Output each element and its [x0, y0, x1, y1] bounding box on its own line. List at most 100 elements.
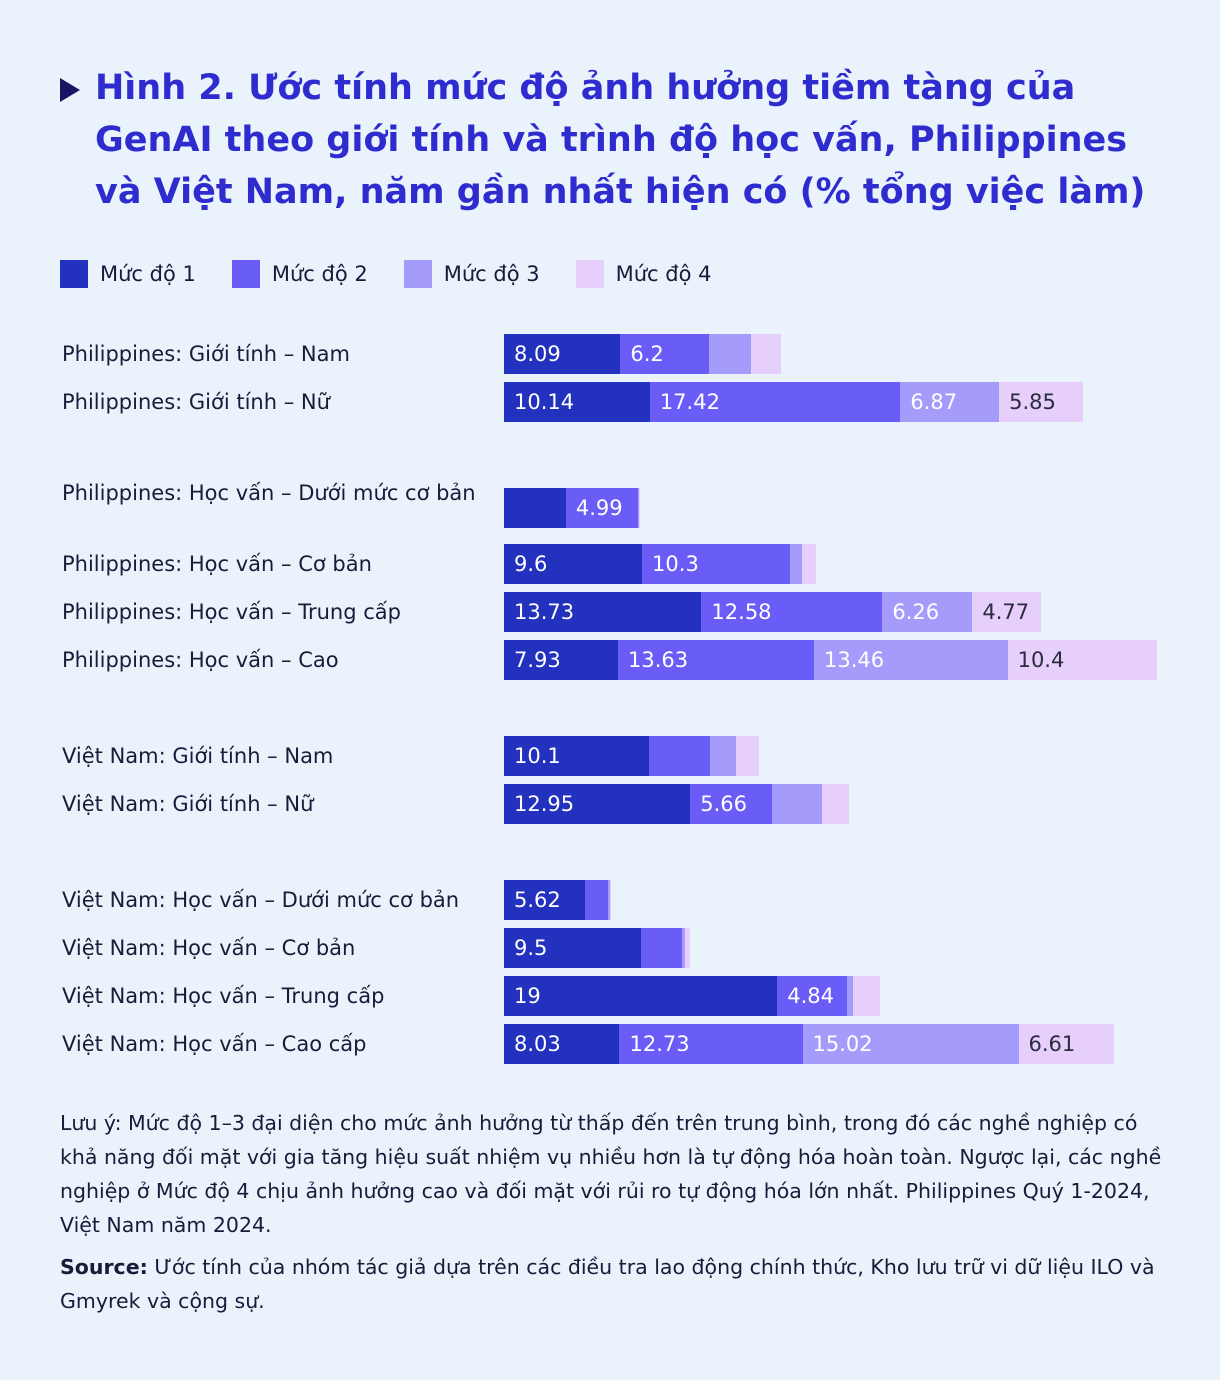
bar-segment-level-3	[637, 488, 640, 528]
bar-segment-level-2	[620, 334, 710, 374]
bar-segment-level-4	[751, 334, 782, 374]
legend-label-1: Mức độ 1	[100, 262, 196, 286]
figure-note: Lưu ý: Mức độ 1–3 đại diện cho mức ảnh h…	[60, 1111, 1162, 1237]
bar-segment-level-2	[640, 928, 683, 968]
bar-segment-level-4	[1018, 1024, 1114, 1064]
legend-swatch-1	[60, 260, 88, 288]
bar-segment-level-4	[801, 544, 817, 584]
data-label-level-2: 12.58	[711, 600, 772, 624]
data-label-level-1: 5.62	[514, 888, 561, 912]
row-label: Việt Nam: Giới tính – Nam	[62, 744, 334, 768]
legend-label-2: Mức độ 2	[271, 262, 368, 286]
data-label-level-3: 13.46	[824, 648, 885, 672]
bar-segment-level-1	[504, 976, 778, 1016]
legend-swatch-2	[231, 260, 260, 288]
bar-segment-level-1	[504, 1024, 620, 1064]
figure-title-block: Hình 2. Ước tính mức độ ảnh hưởng tiềm t…	[60, 62, 1170, 218]
source-text: Ước tính của nhóm tác giả dựa trên các đ…	[60, 1255, 1155, 1313]
row-label: Việt Nam: Giới tính – Nữ	[62, 792, 314, 816]
figure-title: Hình 2. Ước tính mức độ ảnh hưởng tiềm t…	[95, 68, 1146, 212]
bar-segment-level-1	[504, 334, 621, 374]
row-label: Philippines: Giới tính – Nam	[62, 342, 350, 366]
bar-segment-level-2	[618, 640, 815, 680]
bar-segment-level-2	[619, 1024, 803, 1064]
bar-segment-level-3	[709, 736, 736, 776]
legend-label-4: Mức độ 4	[615, 262, 712, 286]
data-label-level-4: 5.85	[1009, 390, 1056, 414]
data-label-level-1: 8.03	[514, 1032, 561, 1056]
bar-segment-level-1	[504, 382, 650, 422]
bar-segment-level-4	[609, 880, 611, 920]
row-label: Việt Nam: Học vấn – Trung cấp	[62, 984, 385, 1008]
data-label-level-2: 13.63	[628, 648, 689, 672]
bar-segment-level-4	[972, 592, 1041, 632]
bar-segment-level-2	[701, 592, 883, 632]
data-label-level-3: 6.87	[910, 390, 958, 414]
legend-item-2: Mức độ 2	[231, 260, 368, 288]
legend-swatch-4	[575, 260, 604, 288]
bar-segment-level-1	[504, 592, 702, 632]
bar-segment-level-2	[565, 488, 638, 528]
row-label: Việt Nam: Học vấn – Cao cấp	[62, 1032, 367, 1056]
data-label-level-3: 6.26	[892, 600, 940, 624]
bar-segment-level-1	[504, 784, 691, 824]
data-label-level-2: 4.99	[575, 496, 623, 520]
bar-segment-level-1	[504, 544, 643, 584]
legend-swatch-3	[403, 260, 432, 288]
bar-segment-level-4	[639, 488, 640, 528]
bar-segment-level-1	[504, 488, 566, 528]
data-label-level-1: 10.1	[514, 744, 561, 768]
figure-source: Source: Ước tính của nhóm tác giả dựa tr…	[60, 1250, 1170, 1318]
chart-legend: Mức độ 1 Mức độ 2 Mức độ 3 Mức độ 4	[60, 258, 748, 290]
row-label: Philippines: Giới tính – Nữ	[62, 390, 330, 414]
data-label-level-1: 12.95	[514, 792, 575, 816]
bar-segment-level-1	[504, 640, 619, 680]
legend-item-1: Mức độ 1	[60, 260, 196, 288]
bar-segment-level-3	[900, 382, 1000, 422]
bar-segment-level-3	[882, 592, 973, 632]
data-label-level-2: 6.2	[630, 342, 664, 366]
bar-segment-level-2	[649, 736, 710, 776]
data-label-level-1: 10.14	[514, 390, 575, 414]
data-label-level-1: 19	[514, 984, 541, 1008]
data-label-level-2: 5.66	[700, 792, 747, 816]
legend-label-3: Mức độ 3	[443, 262, 540, 286]
bar-segment-level-3	[790, 544, 802, 584]
bar-segment-level-4	[735, 736, 759, 776]
data-label-level-3: 15.02	[812, 1032, 873, 1056]
row-label: Philippines: Học vấn – Cao	[62, 648, 339, 672]
row-label: Philippines: Học vấn – Cơ bản	[62, 552, 372, 576]
data-label-level-2: 17.42	[659, 390, 720, 414]
bar-segment-level-3	[846, 976, 853, 1016]
data-label-level-2: 12.73	[629, 1032, 690, 1056]
bar-segment-level-2	[642, 544, 791, 584]
bar-segment-level-4	[821, 784, 850, 824]
row-label: Việt Nam: Học vấn – Dưới mức cơ bản	[62, 888, 460, 912]
bar-segment-level-2	[777, 976, 847, 1016]
bar-segment-level-2	[584, 880, 608, 920]
data-label-level-1: 9.6	[514, 552, 548, 576]
bar-segment-level-2	[649, 382, 901, 422]
source-label: Source:	[60, 1255, 148, 1279]
bar-segment-level-3	[682, 928, 686, 968]
legend-item-3: Mức độ 3	[403, 260, 540, 288]
bar-segment-level-1	[504, 928, 641, 968]
legend-item-4: Mức độ 4	[575, 260, 712, 288]
bar-segment-level-4	[1007, 640, 1158, 680]
bar-segment-level-3	[771, 784, 822, 824]
row-label: Việt Nam: Học vấn – Cơ bản	[62, 936, 356, 960]
data-label-level-2: 10.3	[652, 552, 699, 576]
data-label-level-4: 6.61	[1028, 1032, 1076, 1056]
bar-segment-level-3	[802, 1024, 1019, 1064]
bar-segment-level-3	[709, 334, 752, 374]
bar-segment-level-4	[685, 928, 690, 968]
data-label-level-4: 10.4	[1017, 648, 1065, 672]
data-label-level-1: 8.09	[514, 342, 561, 366]
data-label-level-1: 7.93	[514, 648, 561, 672]
data-label-level-1: 9.5	[514, 936, 548, 960]
data-label-level-1: 13.73	[514, 600, 575, 624]
bar-segment-level-4	[852, 976, 880, 1016]
bar-segment-level-3	[607, 880, 610, 920]
bar-segment-level-2	[690, 784, 772, 824]
